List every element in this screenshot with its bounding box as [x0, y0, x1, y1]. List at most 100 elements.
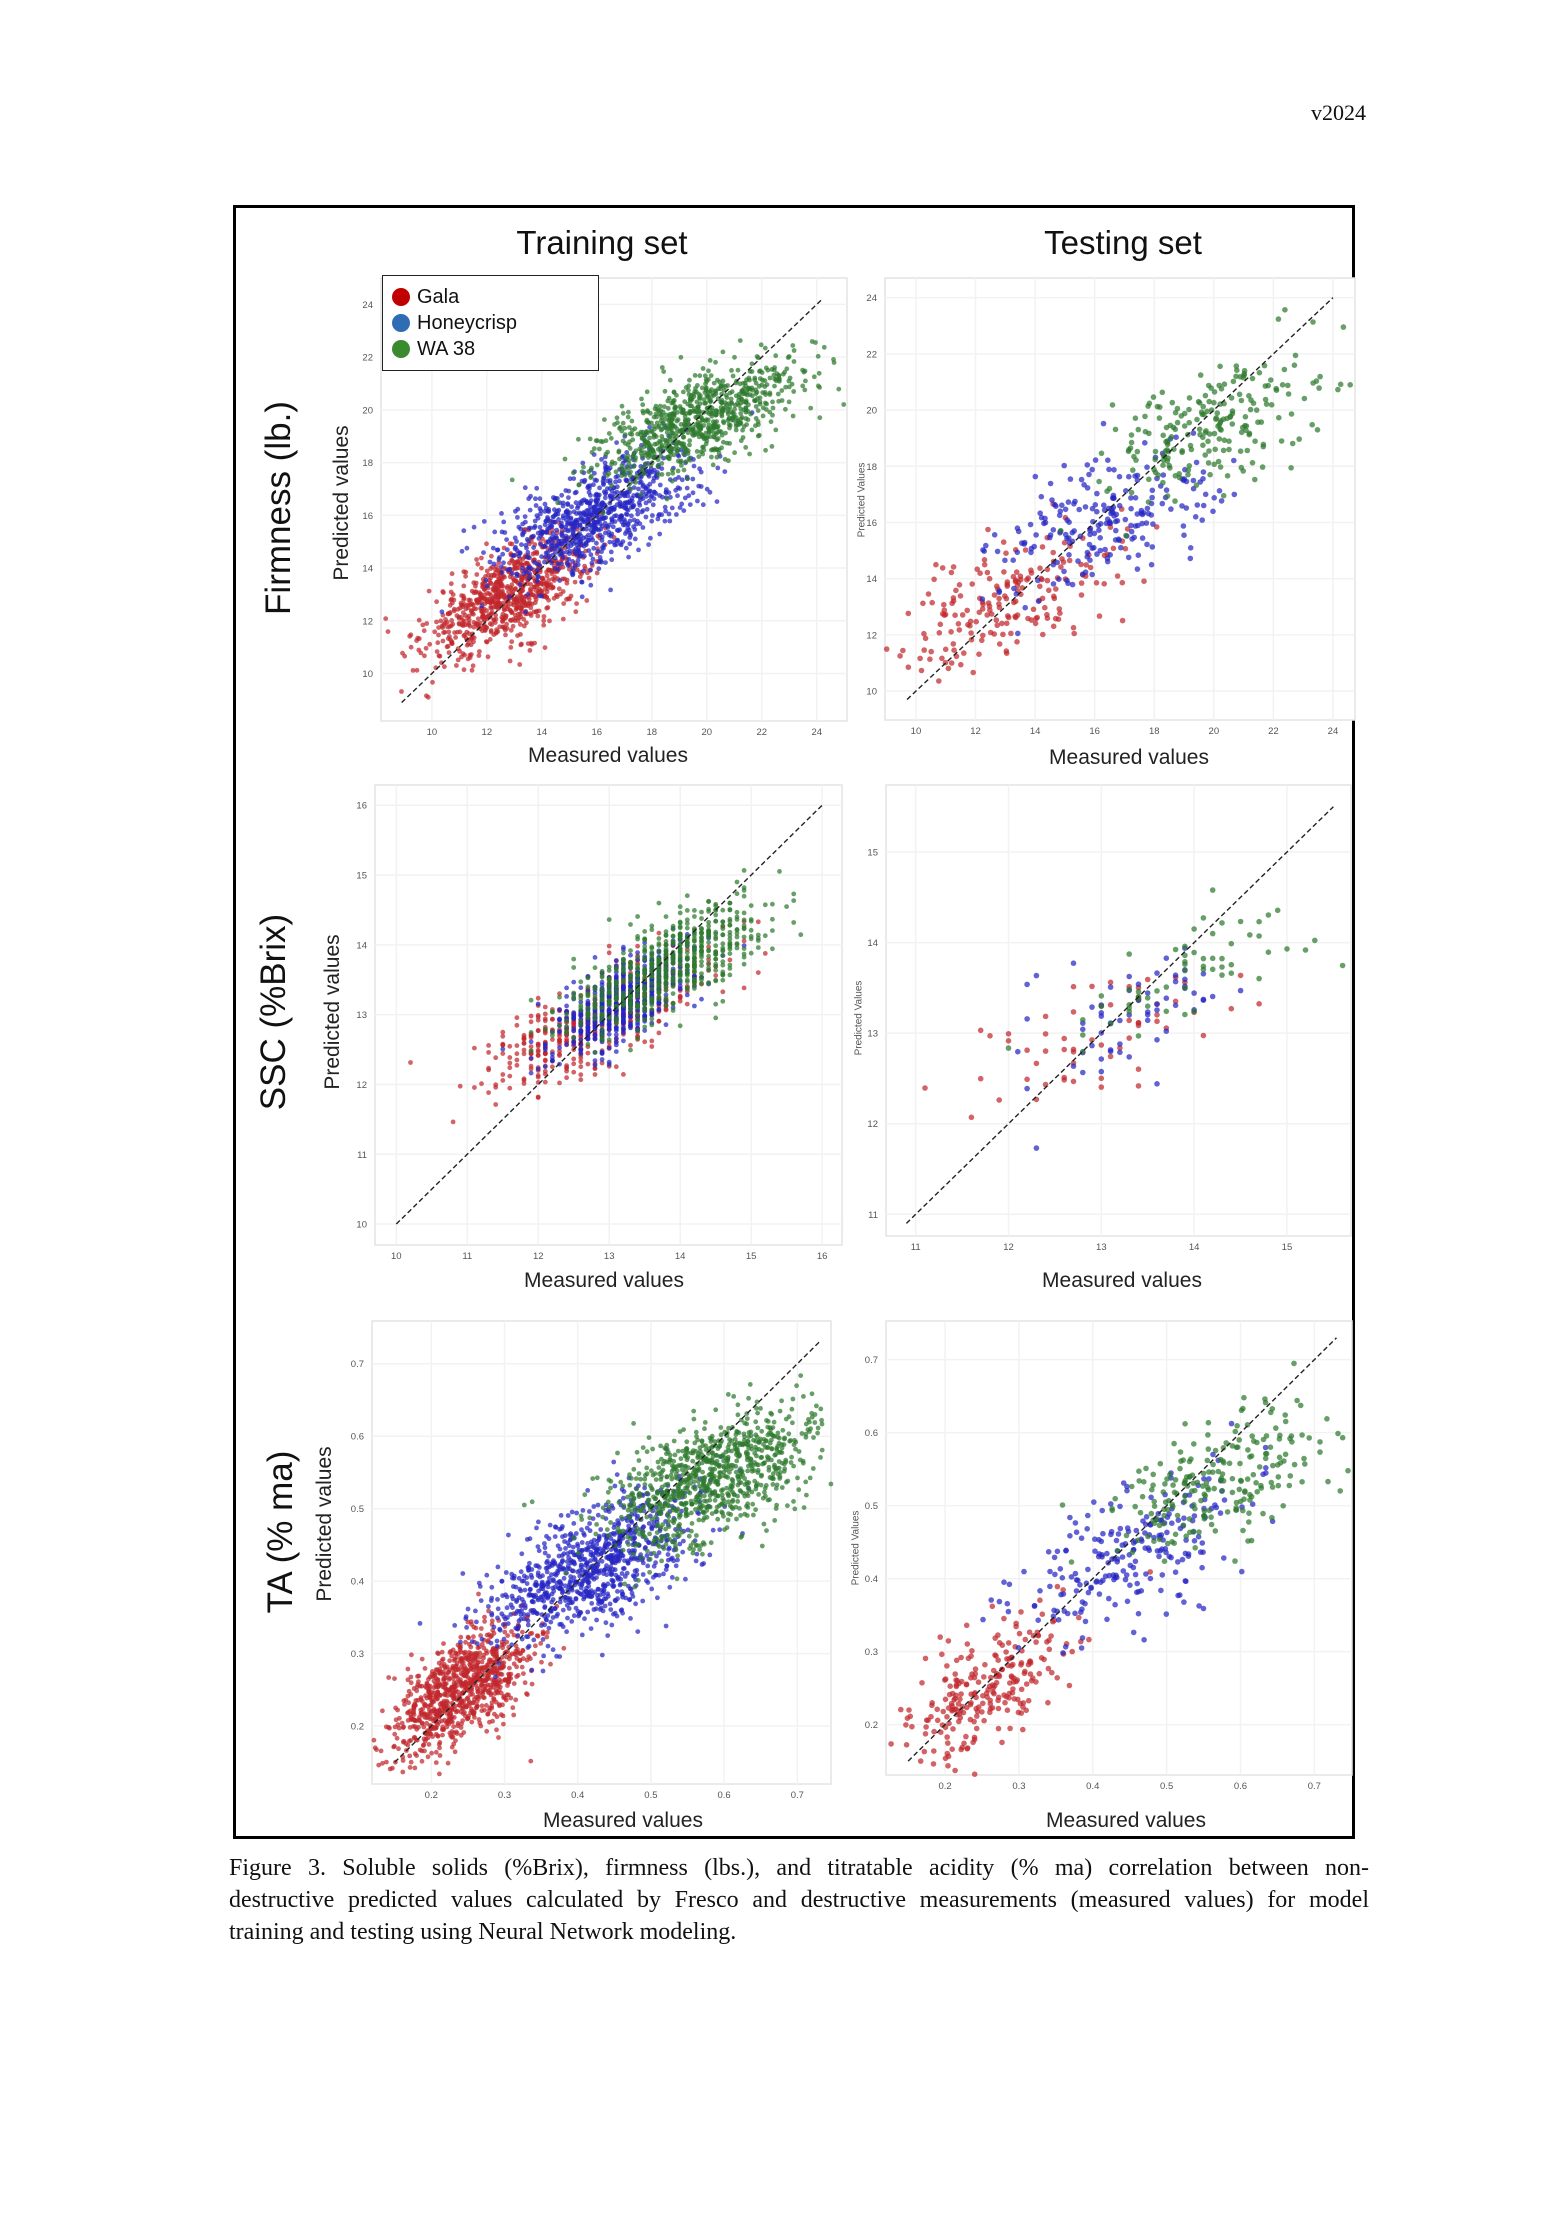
data-point [621, 979, 626, 985]
data-point [1301, 395, 1308, 402]
data-point [1186, 395, 1193, 401]
x-tick-label: 14 [675, 1251, 686, 1262]
data-point [921, 630, 927, 637]
data-point [684, 985, 690, 991]
data-point [815, 353, 821, 359]
data-point [592, 1036, 598, 1042]
data-point [630, 453, 636, 459]
data-point [643, 461, 648, 467]
data-point [670, 960, 676, 966]
data-point [638, 492, 643, 498]
data-point [1039, 595, 1046, 602]
data-point [734, 945, 740, 951]
data-point [675, 417, 681, 423]
identity-line [906, 297, 1334, 700]
data-point [491, 617, 497, 623]
data-point [786, 378, 792, 384]
data-point [1154, 1081, 1160, 1087]
data-point [1340, 324, 1347, 330]
data-point [540, 575, 546, 581]
data-point [473, 606, 479, 612]
data-point [734, 879, 740, 885]
data-point [1194, 416, 1200, 423]
data-point [1070, 960, 1077, 966]
data-point [586, 575, 592, 581]
data-point [708, 373, 714, 378]
data-point [534, 561, 540, 567]
data-point [539, 593, 544, 599]
data-point [692, 409, 698, 414]
data-point [642, 984, 648, 989]
data-point [535, 1053, 541, 1058]
data-point [445, 624, 450, 630]
data-point [1110, 545, 1117, 552]
data-point [720, 378, 726, 384]
data-point [563, 488, 569, 493]
data-point [621, 950, 626, 956]
data-point [590, 556, 596, 562]
version-label: v2024 [1311, 100, 1366, 125]
data-point [555, 561, 561, 567]
data-point [1249, 460, 1256, 466]
data-point [531, 545, 536, 550]
data-point [1248, 397, 1254, 403]
data-point [1022, 547, 1029, 553]
data-point [1078, 592, 1085, 598]
data-point [663, 914, 669, 919]
data-point [480, 581, 485, 587]
data-point [561, 538, 567, 544]
data-point [791, 359, 797, 364]
data-point [478, 594, 484, 599]
data-point [679, 501, 685, 507]
data-point [1082, 504, 1089, 510]
data-point [1172, 498, 1178, 504]
data-point [577, 574, 583, 580]
data-point [951, 647, 957, 653]
data-point [463, 573, 468, 579]
data-point [542, 1011, 548, 1017]
data-point [727, 390, 733, 396]
data-point [1080, 1026, 1086, 1033]
data-point [585, 1020, 591, 1026]
data-point [585, 975, 591, 981]
data-point [536, 608, 542, 614]
data-point [591, 446, 597, 451]
data-point [1032, 473, 1039, 480]
data-point [670, 400, 676, 406]
data-point [1179, 503, 1185, 509]
data-point [514, 1062, 520, 1068]
y-tick-label: 22 [362, 353, 373, 364]
data-point [1230, 378, 1237, 385]
data-point [650, 447, 655, 453]
data-point [1094, 551, 1100, 557]
data-point [936, 678, 942, 684]
data-point [666, 418, 672, 424]
data-point [599, 559, 604, 565]
data-point [578, 1072, 584, 1078]
data-point [770, 412, 775, 418]
data-point [635, 1005, 640, 1010]
data-point [460, 621, 466, 626]
data-point [980, 632, 986, 639]
data-point [447, 611, 452, 616]
data-point [659, 472, 665, 477]
data-point [1163, 1028, 1170, 1034]
data-point [1126, 1054, 1132, 1060]
data-point [1172, 409, 1179, 416]
data-point [544, 573, 550, 579]
data-point [976, 609, 983, 616]
data-point [1092, 457, 1099, 463]
data-point [1091, 530, 1098, 537]
data-point [628, 1001, 633, 1006]
data-point [542, 1064, 548, 1070]
data-point [681, 389, 686, 395]
data-point [760, 413, 766, 419]
data-point [684, 1001, 690, 1007]
data-point [979, 606, 986, 612]
data-point [755, 408, 761, 413]
data-point [646, 473, 652, 479]
data-point [1237, 448, 1244, 455]
data-point [1217, 426, 1223, 432]
x-tick-label: 12 [482, 727, 493, 738]
data-point [512, 535, 518, 541]
